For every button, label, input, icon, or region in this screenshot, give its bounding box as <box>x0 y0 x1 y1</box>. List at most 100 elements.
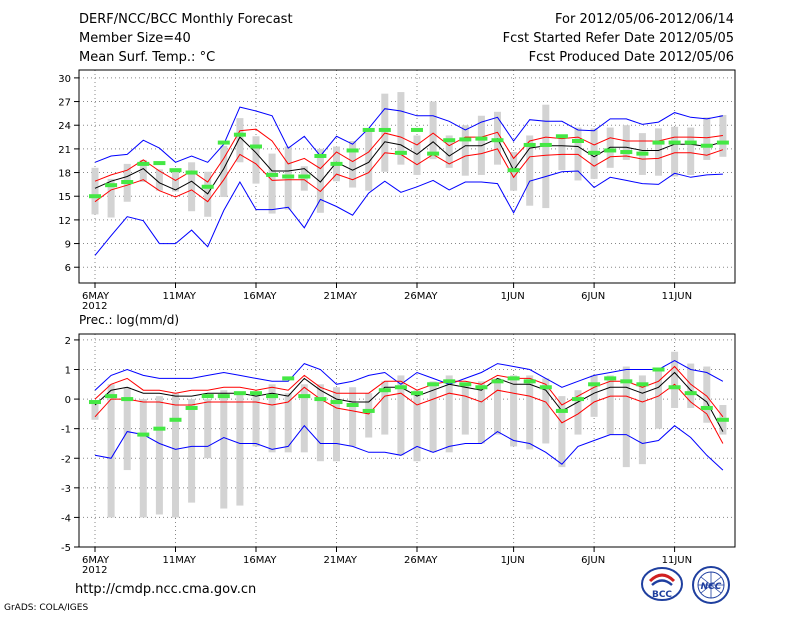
spread-bar <box>397 375 405 456</box>
spread-bar <box>622 125 630 160</box>
observation-marker <box>668 385 681 390</box>
spread-bar <box>91 167 99 215</box>
spread-bar <box>638 375 646 465</box>
spread-bar <box>542 104 550 209</box>
spread-bar <box>687 127 695 175</box>
y-tick-label: 18 <box>58 169 71 180</box>
bcc-logo: BCC <box>641 567 683 601</box>
observation-marker <box>137 432 150 437</box>
source-url[interactable]: http://cmdp.ncc.cma.gov.cn <box>75 582 257 597</box>
observation-marker <box>539 142 552 147</box>
y-tick-label: 12 <box>58 216 71 227</box>
y-tick-label: 15 <box>58 192 71 203</box>
x-tick-label: 6MAY <box>82 291 110 302</box>
observation-marker <box>153 161 166 166</box>
spread-bar <box>494 378 501 435</box>
spread-bar <box>252 396 260 447</box>
observation-marker <box>362 408 375 413</box>
observation-marker <box>636 382 649 387</box>
observation-marker <box>491 379 504 384</box>
spread-bar <box>429 101 437 160</box>
spread-bar <box>155 169 163 191</box>
y-tick-label: 30 <box>58 74 71 85</box>
y-tick-label: -1 <box>61 425 71 436</box>
spread-bar <box>155 396 163 515</box>
spread-bar <box>333 387 340 462</box>
observation-marker <box>668 140 681 145</box>
spread-bar <box>445 375 453 453</box>
x-tick-label: 16MAY <box>243 291 277 302</box>
y-tick-label: 1 <box>65 366 71 377</box>
observation-marker <box>105 183 118 188</box>
plot-frame <box>78 333 736 548</box>
svg-text:NCC: NCC <box>701 582 722 592</box>
fcst-produced-date: Fcst Produced Date 2012/05/06 <box>528 50 734 65</box>
spread-bar <box>252 136 260 184</box>
observation-marker <box>233 391 246 396</box>
observation-marker <box>121 180 134 185</box>
x-tick-year: 2012 <box>82 301 107 312</box>
spread-bar <box>316 148 324 213</box>
x-tick-label: 21MAY <box>324 291 358 302</box>
observation-marker <box>314 153 327 158</box>
y-tick-label: -5 <box>61 543 71 554</box>
observation-marker <box>523 379 536 384</box>
spread-bar <box>703 366 711 423</box>
observation-marker <box>153 426 166 431</box>
observation-marker <box>588 382 601 387</box>
spread-bar <box>703 117 711 160</box>
spread-bar <box>461 125 469 176</box>
observation-marker <box>217 394 230 399</box>
y-tick-label: -2 <box>61 454 71 465</box>
series-min-line <box>94 170 723 256</box>
observation-marker <box>588 150 601 155</box>
spread-bar <box>220 390 228 509</box>
observation-marker <box>89 194 101 199</box>
observation-marker <box>684 391 697 396</box>
observation-marker <box>121 397 134 402</box>
spread-bar <box>107 178 115 218</box>
series-max-line <box>94 106 723 163</box>
spread-bar <box>365 393 373 438</box>
y-tick-label: -3 <box>61 484 71 495</box>
observation-marker <box>250 391 262 396</box>
spread-bar <box>123 387 131 471</box>
observation-marker <box>217 140 230 145</box>
observation-marker <box>716 417 729 422</box>
observation-marker <box>620 150 633 155</box>
observation-marker <box>475 136 488 141</box>
precip-axis-label: Prec.: log(mm/d) <box>79 313 179 327</box>
spread-bar <box>397 92 405 165</box>
observation-marker <box>507 168 520 173</box>
spread-bar <box>606 375 614 435</box>
spread-bar <box>526 375 534 450</box>
observation-marker <box>507 376 520 381</box>
observation-marker <box>652 140 665 145</box>
forecast-period: For 2012/05/06-2012/06/14 <box>555 12 734 27</box>
spread-bar <box>365 128 373 191</box>
series-min-line <box>94 424 724 471</box>
spread-bar <box>139 399 147 518</box>
x-tick-label: 21MAY <box>324 555 358 566</box>
y-tick-label: 2 <box>65 336 71 347</box>
observation-marker <box>427 151 440 156</box>
observation-marker <box>298 394 311 399</box>
observation-marker <box>282 174 295 179</box>
observation-marker <box>346 403 359 407</box>
series-max-line <box>94 360 724 391</box>
observation-marker <box>378 388 391 393</box>
fcst-started-date: Fcst Started Refer Date 2012/05/05 <box>502 31 734 46</box>
series-p75-line <box>94 128 723 183</box>
observation-marker <box>636 151 649 156</box>
spread-bar <box>590 375 598 417</box>
spread-bar <box>558 396 566 468</box>
x-tick-label: 26MAY <box>404 555 438 566</box>
observation-marker <box>555 408 568 413</box>
observation-marker <box>105 394 118 399</box>
observation-marker <box>411 391 423 396</box>
observation-marker <box>604 376 617 381</box>
observation-marker <box>539 385 552 390</box>
observation-marker <box>604 148 617 153</box>
spread-bar <box>510 375 518 447</box>
spread-bar <box>284 393 292 453</box>
